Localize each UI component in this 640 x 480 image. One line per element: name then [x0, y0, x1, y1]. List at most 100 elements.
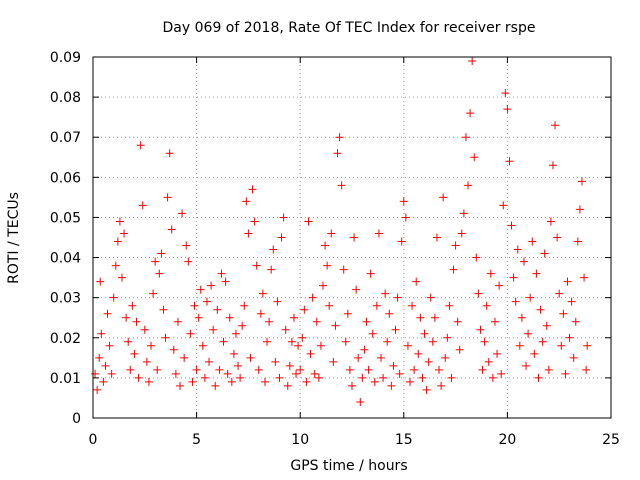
data-point — [561, 369, 570, 378]
data-point — [352, 285, 361, 294]
data-point — [254, 365, 263, 374]
data-point — [223, 369, 232, 378]
data-point — [292, 369, 301, 378]
data-point — [449, 265, 458, 274]
data-points — [91, 57, 592, 406]
data-point — [364, 365, 373, 374]
data-point — [416, 313, 425, 322]
y-tick-label: 0.01 — [50, 371, 81, 387]
data-point — [105, 341, 114, 350]
data-point — [234, 361, 243, 370]
data-point — [173, 317, 182, 326]
data-point — [528, 237, 537, 246]
data-point — [548, 161, 557, 170]
y-tick-label: 0.06 — [50, 170, 81, 186]
data-point — [385, 309, 394, 318]
data-point — [583, 341, 592, 350]
data-point — [544, 365, 553, 374]
data-point — [509, 273, 518, 282]
data-point — [493, 349, 502, 358]
grid — [93, 57, 611, 418]
data-point — [486, 269, 495, 278]
data-point — [194, 313, 203, 322]
data-point — [205, 357, 214, 366]
data-point — [368, 329, 377, 338]
data-point — [335, 133, 344, 142]
data-point — [439, 193, 448, 202]
data-point — [130, 349, 139, 358]
data-point — [451, 241, 460, 250]
data-point — [459, 209, 468, 218]
data-point — [219, 337, 228, 346]
data-point — [209, 325, 218, 334]
data-point — [188, 377, 197, 386]
data-point — [91, 369, 100, 378]
data-point — [507, 221, 516, 230]
data-point — [147, 341, 156, 350]
data-point — [99, 377, 108, 386]
data-point — [225, 313, 234, 322]
data-point — [472, 253, 481, 262]
data-point — [132, 317, 141, 326]
data-point — [358, 373, 367, 382]
x-tick-label: 15 — [395, 432, 413, 448]
data-point — [186, 329, 195, 338]
data-point — [157, 249, 166, 258]
data-point — [530, 349, 539, 358]
data-point — [345, 365, 354, 374]
data-point — [93, 385, 102, 394]
data-point — [269, 245, 278, 254]
x-tick-label: 25 — [602, 432, 620, 448]
data-point — [551, 121, 560, 130]
data-point — [111, 261, 120, 270]
data-point — [350, 233, 359, 242]
data-point — [120, 229, 129, 238]
data-point — [408, 301, 417, 310]
data-point — [501, 89, 510, 98]
data-point — [393, 293, 402, 302]
data-point — [136, 141, 145, 150]
data-point — [555, 289, 564, 298]
data-point — [231, 329, 240, 338]
data-point — [236, 373, 245, 382]
data-point — [211, 381, 220, 390]
data-point — [488, 373, 497, 382]
data-point — [323, 261, 332, 270]
data-point — [517, 313, 526, 322]
y-tick-label: 0 — [72, 411, 81, 427]
data-point — [395, 369, 404, 378]
data-point — [242, 197, 251, 206]
data-point — [252, 261, 261, 270]
data-point — [546, 217, 555, 226]
data-point — [519, 257, 528, 266]
data-point — [366, 269, 375, 278]
data-point — [553, 233, 562, 242]
data-point — [149, 289, 158, 298]
data-point — [118, 273, 127, 282]
data-point — [134, 373, 143, 382]
x-tick-label: 5 — [192, 432, 201, 448]
data-point — [227, 377, 236, 386]
data-point — [478, 365, 487, 374]
data-point — [526, 293, 535, 302]
data-point — [374, 229, 383, 238]
x-tick-label: 0 — [89, 432, 98, 448]
data-point — [246, 353, 255, 362]
data-point — [296, 365, 305, 374]
y-tick-label: 0.08 — [50, 90, 81, 106]
data-point — [567, 297, 576, 306]
data-point — [569, 353, 578, 362]
data-point — [256, 309, 265, 318]
data-point — [511, 297, 520, 306]
data-point — [138, 201, 147, 210]
data-point — [577, 177, 586, 186]
data-point — [310, 369, 319, 378]
data-point — [343, 309, 352, 318]
data-point — [536, 305, 545, 314]
data-point — [497, 369, 506, 378]
data-point — [258, 289, 267, 298]
data-point — [122, 313, 131, 322]
data-point — [354, 353, 363, 362]
data-point — [217, 269, 226, 278]
